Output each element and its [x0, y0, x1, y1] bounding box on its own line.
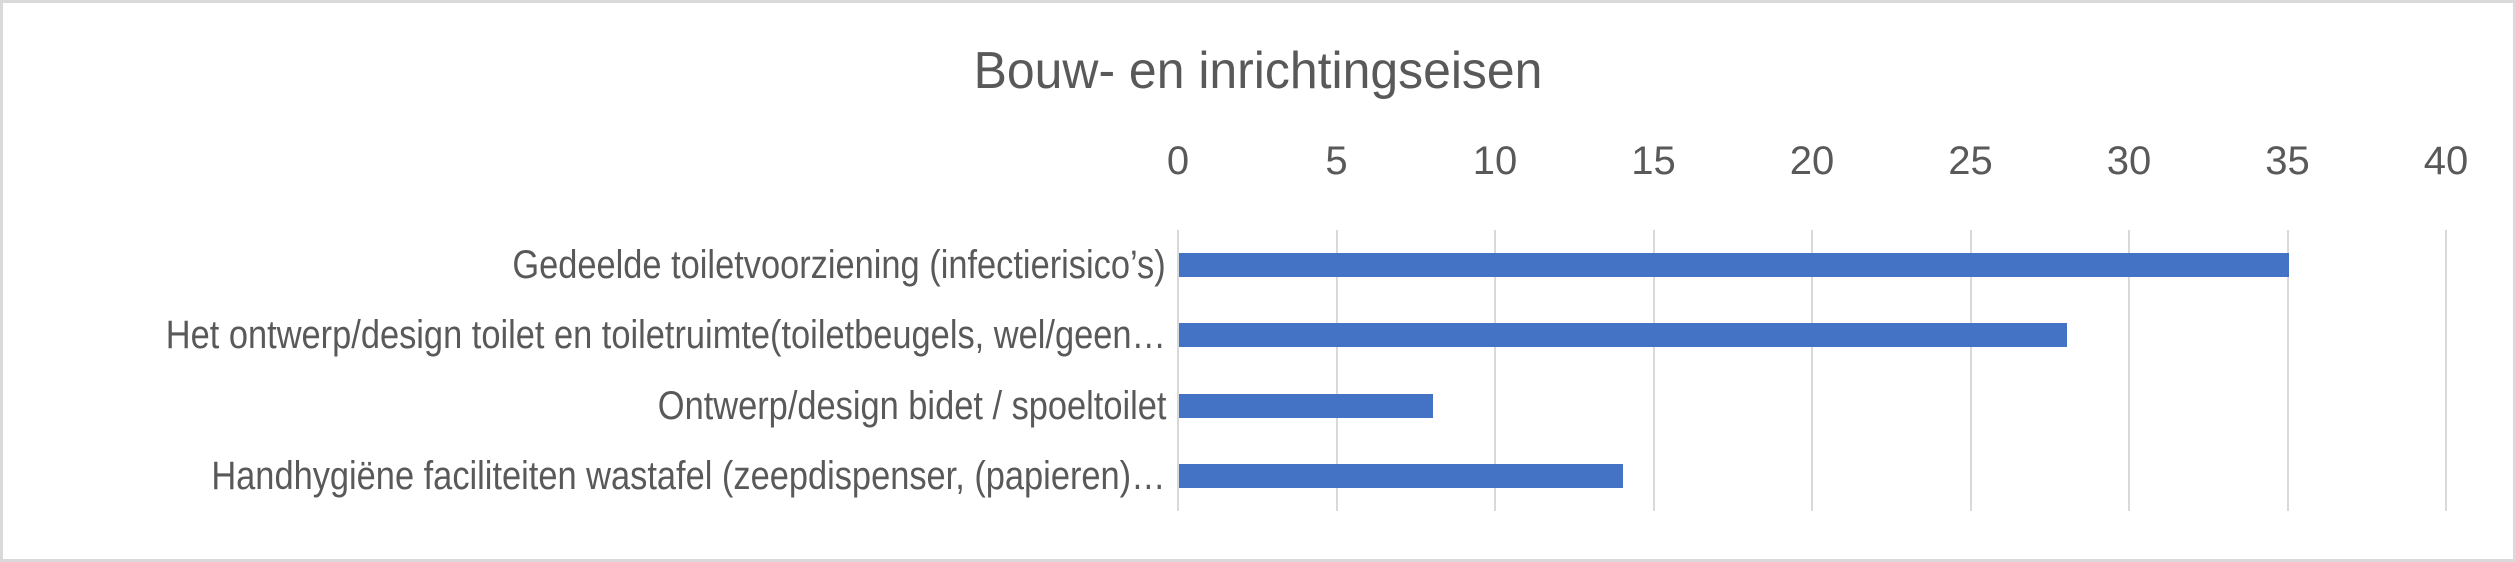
gridline [2128, 230, 2130, 511]
x-axis-tick-label: 15 [1631, 139, 1676, 183]
x-axis-tick-label: 5 [1325, 139, 1348, 183]
gridline [1494, 230, 1496, 511]
x-axis: 0 5 10 15 20 25 30 35 40 [1167, 139, 2468, 191]
category-label: Gedeelde toiletvoorziening (infectierisi… [512, 243, 1166, 288]
category-label: Het ontwerp/design toilet en toiletruimt… [165, 313, 1166, 358]
category-label: Ontwerp/design bidet / spoeltoilet [657, 383, 1166, 428]
x-axis-tick-label: 40 [2423, 139, 2469, 183]
bar[interactable] [1179, 323, 2067, 348]
chart-title: Bouw- en inrichtingseisen [973, 42, 1543, 100]
x-axis-tick-label: 0 [1166, 139, 1190, 183]
bar[interactable] [1179, 393, 1433, 418]
gridline [1335, 230, 1338, 511]
x-axis-tick-label: 35 [2265, 139, 2310, 183]
gridline [2286, 230, 2289, 511]
bar[interactable] [1179, 463, 1623, 488]
gridline [1969, 230, 1972, 511]
x-axis-tick-label: 20 [1789, 139, 1835, 183]
category-label: Handhygiëne faciliteiten wastafel (zeepd… [211, 453, 1166, 498]
bar[interactable] [1179, 253, 2289, 278]
x-axis-tick-label: 10 [1472, 139, 1518, 183]
gridline [1652, 230, 1655, 511]
x-axis-tick-label: 30 [2106, 139, 2152, 183]
gridline [1177, 230, 1179, 511]
x-axis-tick-label: 25 [1948, 139, 1993, 183]
gridline [1811, 230, 1813, 511]
gridline [2445, 230, 2447, 511]
category-axis: Gedeelde toiletvoorziening (infectierisi… [18, 230, 1166, 511]
plot-area [1177, 230, 2447, 511]
